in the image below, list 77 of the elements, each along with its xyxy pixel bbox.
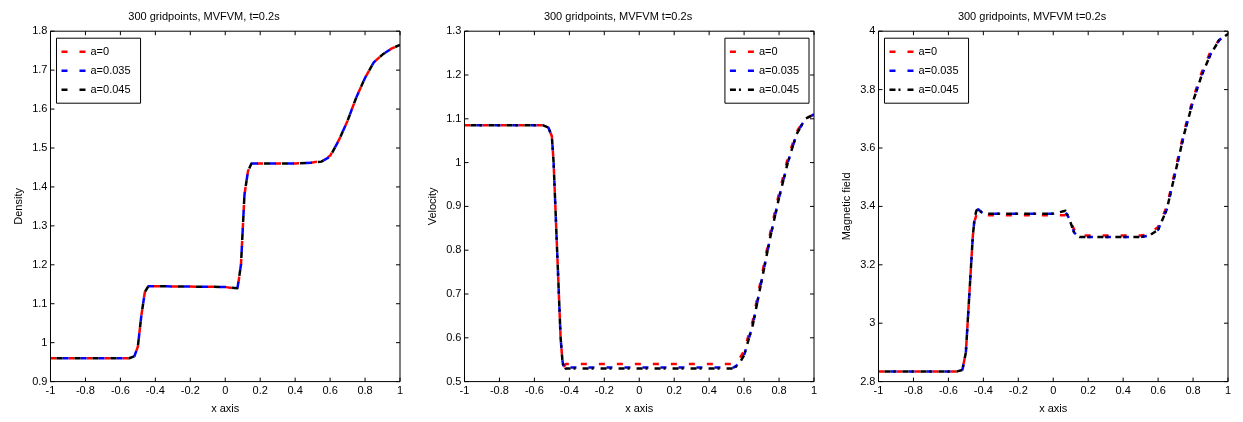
x-tick-label: 0.2 — [666, 384, 682, 397]
x-tick-label: -0.6 — [110, 384, 130, 397]
x-tick-label: -0.4 — [145, 384, 165, 397]
x-tick-label: -0.6 — [524, 384, 544, 397]
y-tick-label: 1.4 — [32, 179, 48, 192]
x-tick-label: 0.4 — [701, 384, 717, 397]
chart-title: 300 gridpoints, MVFVM, t=0.2s — [128, 9, 281, 22]
x-tick-label: 0 — [1050, 384, 1057, 397]
legend-label: a=0.035 — [90, 63, 131, 76]
legend-label: a=0 — [90, 44, 110, 57]
x-tick-label: -0.4 — [973, 384, 993, 397]
y-tick-label: 3 — [869, 316, 876, 329]
x-tick-label: 0.6 — [1150, 384, 1166, 397]
y-tick-label: 4 — [869, 24, 876, 37]
chart-title: 300 gridpoints, MVFVM t=0.2s — [543, 9, 693, 22]
x-axis-title: x axis — [211, 402, 240, 415]
y-tick-label: 1.1 — [446, 111, 462, 124]
chart-title: 300 gridpoints, MVFVM t=0.2s — [957, 9, 1107, 22]
x-tick-label: -0.6 — [938, 384, 958, 397]
y-tick-label: 3.8 — [860, 82, 876, 95]
x-tick-label: 0.4 — [1115, 384, 1131, 397]
y-tick-label: 2.8 — [860, 374, 876, 387]
legend-label: a=0.035 — [758, 63, 800, 76]
x-tick-label: -0.8 — [75, 384, 95, 397]
x-axis-title: x axis — [625, 402, 654, 415]
x-axis-title: x axis — [1039, 402, 1068, 415]
x-tick-label: 0.2 — [1080, 384, 1096, 397]
legend-label: a=0.035 — [918, 63, 959, 76]
x-tick-label: -0.2 — [180, 384, 200, 397]
x-tick-label: -0.2 — [1008, 384, 1028, 397]
y-tick-label: 1.2 — [446, 68, 462, 81]
x-tick-label: 1 — [810, 384, 818, 397]
x-tick-label: -1 — [459, 384, 470, 397]
x-tick-label: -0.8 — [489, 384, 509, 397]
legend-label: a=0 — [758, 44, 778, 57]
legend-label: a=0 — [918, 44, 938, 57]
y-tick-label: 1.5 — [32, 141, 48, 154]
legend-label: a=0.045 — [90, 82, 131, 95]
x-tick-label: 0 — [222, 384, 229, 397]
x-tick-label: 0.8 — [357, 384, 373, 397]
y-tick-label: 1.8 — [32, 24, 48, 37]
x-tick-label: -0.4 — [559, 384, 579, 397]
x-tick-label: 1 — [1224, 384, 1232, 397]
x-tick-label: 1 — [396, 384, 404, 397]
y-tick-label: 1.6 — [32, 102, 48, 115]
y-axis-title: Magnetic field — [839, 172, 852, 241]
y-tick-label: 1.3 — [32, 218, 48, 231]
x-tick-label: 0.8 — [771, 384, 787, 397]
legend-label: a=0.045 — [758, 82, 800, 95]
x-tick-label: 0.2 — [252, 384, 268, 397]
y-tick-label: 1 — [455, 155, 462, 168]
y-tick-label: 0.7 — [446, 287, 462, 300]
x-tick-label: -1 — [873, 384, 884, 397]
y-tick-label: 0.9 — [32, 374, 48, 387]
x-tick-label: 0.6 — [736, 384, 752, 397]
y-tick-label: 1.2 — [32, 257, 48, 270]
y-tick-label: 1.3 — [446, 24, 462, 37]
y-tick-label: 0.9 — [446, 199, 462, 212]
x-tick-label: -1 — [45, 384, 56, 397]
y-tick-label: 0.6 — [446, 330, 462, 343]
y-tick-label: 3.2 — [860, 257, 876, 270]
y-tick-label: 1.1 — [32, 296, 48, 309]
y-tick-label: 1 — [41, 335, 48, 348]
legend-label: a=0.045 — [918, 82, 959, 95]
y-tick-label: 3.4 — [860, 199, 876, 212]
y-axis-title: Density — [11, 187, 24, 225]
x-tick-label: -0.2 — [594, 384, 614, 397]
x-tick-label: 0.4 — [287, 384, 303, 397]
x-tick-label: -0.8 — [903, 384, 923, 397]
x-tick-label: 0.6 — [322, 384, 338, 397]
x-tick-label: 0 — [636, 384, 643, 397]
y-tick-label: 0.8 — [446, 243, 462, 256]
y-tick-label: 1.7 — [32, 63, 48, 76]
y-tick-label: 0.5 — [446, 374, 462, 387]
x-tick-label: 0.8 — [1185, 384, 1201, 397]
y-axis-title: Velocity — [425, 186, 438, 226]
y-tick-label: 3.6 — [860, 141, 876, 154]
